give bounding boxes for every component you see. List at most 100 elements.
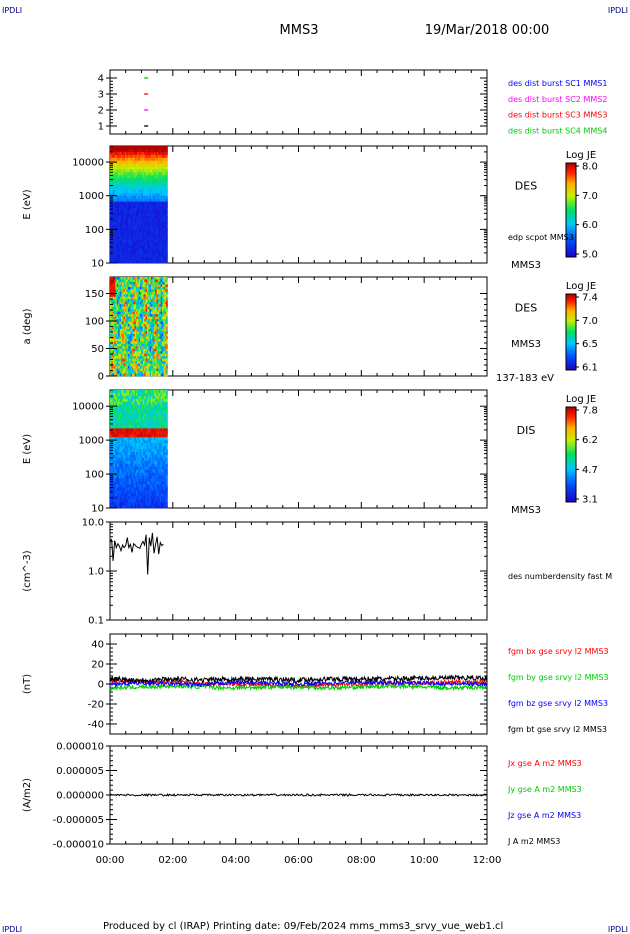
heatmap-cell (137, 484, 140, 488)
heatmap-cell (138, 204, 141, 208)
heatmap-cell (166, 222, 168, 226)
heatmap-cell (166, 366, 168, 369)
heatmap-cell (153, 251, 156, 255)
heatmap-cell (114, 321, 116, 325)
heatmap-cell (141, 449, 144, 453)
heatmap-cell (111, 154, 114, 158)
heatmap-cell (134, 338, 137, 342)
heatmap-cell (116, 316, 119, 320)
heatmap-cell (127, 306, 130, 310)
heatmap-cell (133, 204, 135, 208)
heatmap-cell (145, 316, 148, 320)
heatmap-cell (114, 248, 116, 252)
heatmap-cell (153, 373, 156, 377)
heatmap-cell (157, 299, 160, 303)
heatmap-cell (151, 192, 153, 197)
heatmap-cell (145, 431, 148, 435)
heatmap-cell (146, 404, 149, 408)
heatmap-cell (149, 346, 152, 350)
heatmap-cell (140, 277, 142, 280)
heatmap-cell (112, 309, 115, 312)
heatmap-cell (114, 401, 116, 406)
heatmap-cell (112, 304, 115, 307)
heatmap-cell (138, 301, 141, 305)
heatmap-cell (151, 154, 153, 158)
heatmap-cell (162, 169, 164, 173)
heatmap-cell (142, 169, 145, 173)
heatmap-cell (111, 410, 114, 414)
heatmap-cell (151, 469, 153, 473)
heatmap-cell (129, 346, 131, 350)
heatmap-cell (120, 358, 123, 362)
heatmap-cell (157, 291, 160, 295)
heatmap-cell (138, 146, 141, 150)
heatmap-cell (144, 154, 146, 158)
heatmap-cell (120, 172, 123, 176)
heatmap-cell (159, 321, 161, 325)
heatmap-cell (136, 331, 138, 335)
heatmap-cell (164, 316, 167, 320)
heatmap-cell (114, 338, 116, 342)
heatmap-cell (160, 242, 163, 246)
heatmap-cell (159, 289, 161, 293)
heatmap-cell (123, 361, 126, 364)
heatmap-cell (155, 146, 157, 150)
heatmap-cell (164, 333, 167, 337)
heatmap-cell (129, 222, 131, 226)
heatmap-cell (133, 148, 135, 153)
heatmap-cell (148, 363, 150, 367)
heatmap-cell (157, 154, 160, 158)
heatmap-cell (144, 466, 146, 470)
heatmap-cell (148, 410, 150, 414)
heatmap-cell (140, 216, 142, 220)
heatmap-cell (152, 242, 155, 246)
heatmap-cell (120, 166, 123, 170)
heatmap-cell (162, 166, 164, 170)
heatmap-cell (166, 304, 168, 307)
heatmap-cell (133, 356, 135, 359)
heatmap-cell (149, 309, 152, 312)
heatmap-cell (142, 239, 145, 243)
heatmap-cell (149, 198, 152, 202)
heatmap-cell (130, 163, 133, 167)
heatmap-cell (116, 216, 119, 220)
heatmap-cell (114, 434, 116, 438)
heatmap-cell (148, 487, 150, 491)
heatmap-cell (144, 245, 146, 249)
heatmap-cell (122, 425, 124, 429)
heatmap-cell (157, 281, 160, 285)
heatmap-cell (126, 207, 129, 211)
heatmap-cell (137, 230, 140, 235)
heatmap-cell (118, 175, 120, 179)
heatmap-cell (112, 395, 115, 400)
heatmap-cell (115, 446, 118, 450)
heatmap-cell (145, 390, 148, 394)
heatmap-cell (140, 181, 142, 185)
heatmap-cell (118, 440, 120, 444)
heatmap-cell (111, 257, 114, 261)
heatmap-cell (115, 186, 118, 191)
heatmap-cell (120, 348, 123, 352)
heatmap-cell (129, 490, 131, 494)
heatmap-cell (146, 398, 149, 403)
heatmap-cell (112, 184, 115, 188)
heatmap-cell (149, 466, 152, 470)
heatmap-cell (133, 463, 135, 467)
heatmap-cell (145, 338, 148, 342)
heatmap-cell (118, 493, 120, 497)
heatmap-cell (131, 154, 134, 158)
heatmap-cell (120, 222, 123, 226)
heatmap-cell (129, 356, 131, 359)
heatmap-cell (127, 446, 130, 450)
heatmap-cell (119, 181, 122, 185)
heatmap-cell (127, 321, 130, 325)
heatmap-cell (131, 395, 134, 400)
heatmap-cell (138, 324, 141, 327)
colorbar-title: Log JE (566, 150, 596, 161)
heatmap-cell (145, 428, 148, 432)
heatmap-cell (118, 311, 120, 315)
heatmap-cell (120, 368, 123, 372)
heatmap-cell (164, 146, 167, 150)
heatmap-cell (115, 306, 118, 310)
heatmap-cell (136, 314, 138, 317)
